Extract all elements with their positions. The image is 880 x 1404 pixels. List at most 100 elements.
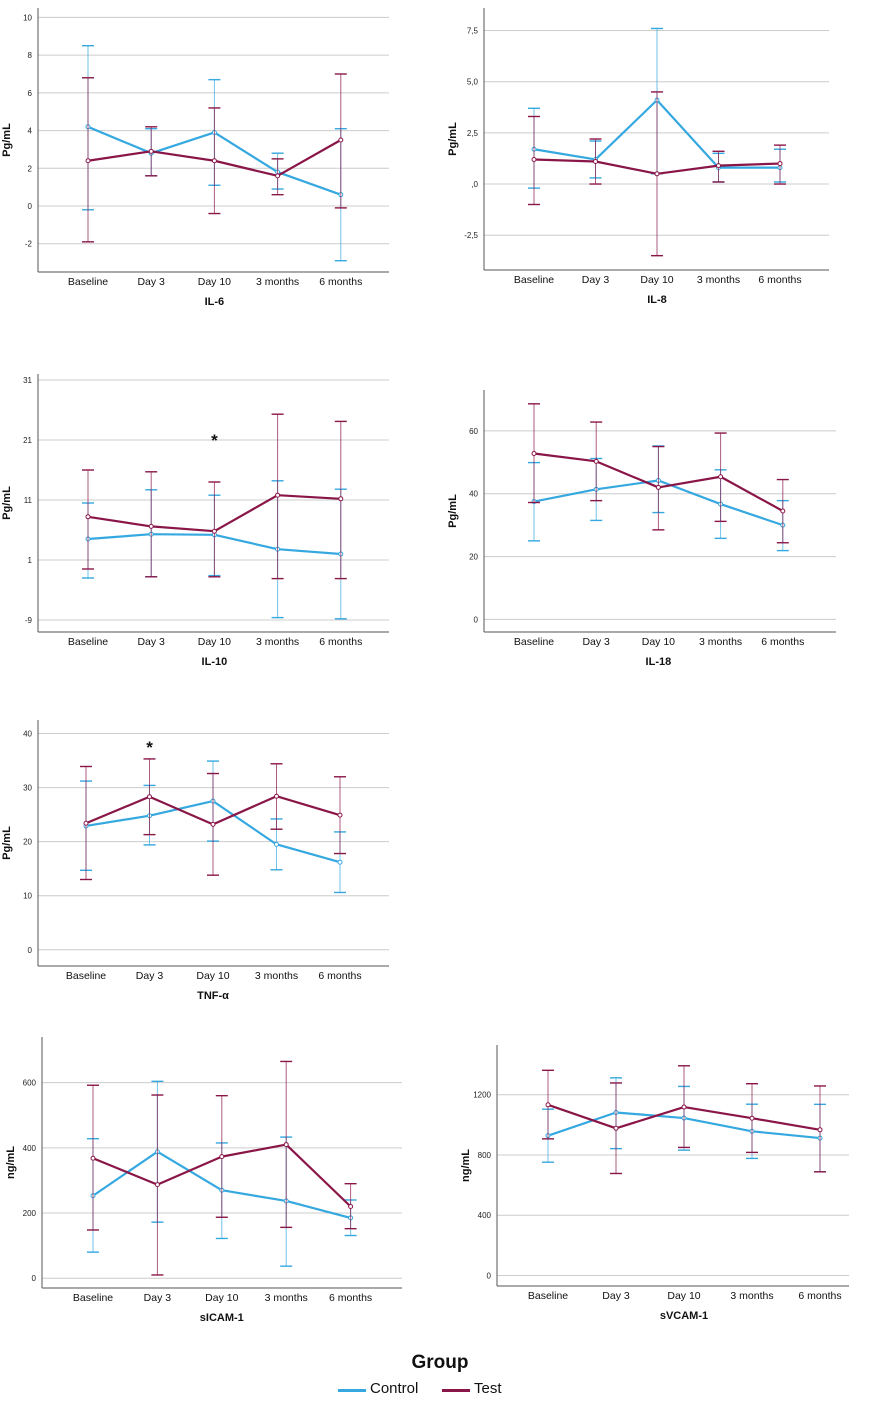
x-tick-label-6-months: 6 months (798, 1290, 841, 1302)
data-point-test (545, 1102, 551, 1108)
x-tick-label-baseline: Baseline (68, 636, 108, 648)
data-point-test (716, 163, 721, 169)
y-axis-title: ng/mL (5, 1146, 17, 1179)
y-axis-title: Pg/mL (447, 494, 459, 528)
x-tick-label-3-months: 3 months (255, 970, 298, 982)
chart-svcam1: 0 400 800 1200 Baseline Day 3 Day 10 3 months 6 … (460, 1045, 849, 1322)
data-point-test (85, 514, 91, 520)
chart-tnf: 0 10 20 30 40 Baseline Day 3 Day 10 3 months 6 mo… (1, 720, 389, 1002)
data-point-test (148, 148, 154, 154)
y-tick-label: 2 (28, 164, 33, 173)
y-tick-label: 31 (23, 376, 32, 385)
data-point-test (90, 1155, 96, 1161)
y-tick-label: 5,0 (467, 78, 479, 87)
data-point-test (211, 158, 217, 164)
data-point-test (654, 171, 660, 177)
data-point-test (681, 1104, 687, 1110)
x-tick-label-day-3: Day 3 (136, 970, 164, 982)
x-axis-title: IL-8 (647, 294, 667, 306)
data-point-test (338, 496, 344, 502)
data-point-test (83, 820, 89, 826)
data-point-test (780, 508, 786, 514)
y-axis-title: ng/mL (460, 1149, 472, 1182)
y-tick-label: 0 (32, 1274, 37, 1283)
x-tick-label-day-10: Day 10 (642, 636, 675, 648)
y-tick-label: 20 (23, 838, 32, 847)
x-tick-label-day-10: Day 10 (205, 1292, 238, 1304)
data-point-test (85, 158, 91, 164)
x-tick-label-3-months: 3 months (699, 636, 742, 648)
x-tick-label-day-3: Day 3 (137, 276, 165, 288)
y-tick-label: 10 (23, 13, 32, 22)
y-axis-title: Pg/mL (447, 122, 459, 156)
data-point-test (283, 1142, 289, 1148)
x-tick-label-3-months: 3 months (730, 1290, 773, 1302)
x-tick-label-6-months: 6 months (758, 274, 801, 286)
x-tick-label-day-3: Day 3 (582, 274, 610, 286)
x-tick-label-3-months: 3 months (697, 274, 740, 286)
y-tick-label: 1200 (473, 1091, 491, 1100)
y-tick-label: 0 (28, 946, 33, 955)
y-tick-label: 40 (23, 730, 32, 739)
y-tick-label: 0 (28, 202, 33, 211)
x-tick-label-6-months: 6 months (319, 636, 362, 648)
x-axis-title: IL-10 (202, 656, 228, 668)
legend-title: Group (411, 1352, 469, 1373)
y-tick-label: 60 (469, 427, 478, 436)
y-tick-label: 4 (28, 127, 33, 136)
y-tick-label: 400 (23, 1144, 37, 1153)
legend-label-control: Control (370, 1380, 419, 1397)
data-point-test (613, 1125, 619, 1131)
legend: Group Control Test (0, 1352, 880, 1404)
data-point-test (275, 492, 281, 498)
x-tick-label-day-3: Day 3 (137, 636, 165, 648)
y-axis-title: Pg/mL (1, 826, 13, 860)
legend-swatch-test (442, 1389, 470, 1392)
data-point-test (655, 484, 661, 490)
y-tick-label: 40 (469, 490, 478, 499)
data-point-test (211, 528, 217, 534)
y-tick-label: 7,5 (467, 27, 479, 36)
y-tick-label: 600 (23, 1079, 37, 1088)
x-tick-label-day-10: Day 10 (198, 276, 231, 288)
x-tick-label-baseline: Baseline (68, 276, 108, 288)
y-tick-label: 11 (24, 496, 33, 505)
data-point-test (338, 137, 344, 143)
y-tick-label: 8 (28, 51, 33, 60)
data-point-test (148, 523, 154, 529)
y-tick-label: 20 (469, 553, 478, 562)
data-point-test (593, 458, 599, 464)
y-tick-label: -9 (25, 616, 33, 625)
x-tick-label-6-months: 6 months (318, 970, 361, 982)
y-tick-label: 6 (28, 89, 33, 98)
x-tick-label-6-months: 6 months (319, 276, 362, 288)
x-tick-label-3-months: 3 months (256, 276, 299, 288)
y-tick-label: 10 (23, 892, 32, 901)
y-tick-label: 21 (23, 436, 32, 445)
x-tick-label-baseline: Baseline (514, 274, 554, 286)
data-point-test (219, 1154, 225, 1160)
y-tick-label: 400 (478, 1211, 492, 1220)
y-tick-label: 1 (28, 556, 33, 565)
data-point-test (777, 161, 783, 167)
data-point-test (337, 812, 343, 818)
chart-il18: 0 20 40 60 Baseline Day 3 Day 10 3 months 6 mont… (447, 390, 836, 668)
x-tick-label-baseline: Baseline (66, 970, 106, 982)
data-point-test (531, 156, 537, 162)
x-tick-label-day-3: Day 3 (602, 1290, 630, 1302)
data-point-test (147, 794, 152, 800)
x-tick-label-day-10: Day 10 (640, 274, 673, 286)
data-point-test (275, 173, 281, 179)
x-tick-label-3-months: 3 months (256, 636, 299, 648)
data-point-test (593, 159, 598, 165)
data-point-test (718, 474, 724, 480)
chart-il8: -2,5 ,0 2,5 5,0 7,5 Baseline Day 3 Day 10 3 mont… (447, 8, 829, 306)
data-point-control (274, 841, 279, 847)
y-axis-title: Pg/mL (1, 123, 13, 157)
y-tick-label: 800 (478, 1151, 492, 1160)
data-point-test (210, 821, 216, 827)
data-point-test (154, 1182, 160, 1188)
x-axis-title: IL-18 (646, 656, 672, 668)
